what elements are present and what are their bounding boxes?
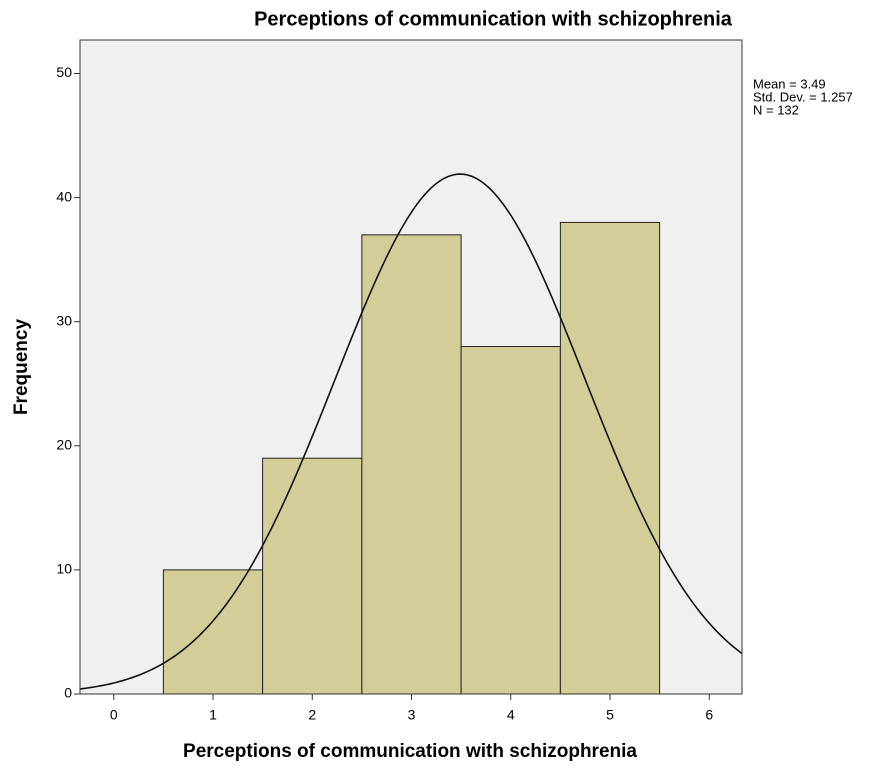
- y-tick-label: 0: [64, 685, 72, 701]
- y-tick-label: 20: [56, 437, 72, 453]
- y-tick-label: 30: [56, 312, 72, 328]
- chart-title: Perceptions of communication with schizo…: [254, 8, 733, 30]
- bar: [460, 346, 561, 695]
- y-tick-label: 40: [56, 188, 72, 204]
- bar: [559, 221, 661, 695]
- x-tick-label: 6: [705, 707, 713, 723]
- stat-label: Mean = 3.49: [753, 76, 826, 91]
- y-axis-label: Frequency: [11, 319, 32, 416]
- x-tick-label: 1: [209, 707, 217, 723]
- stat-label: Std. Dev. = 1.257: [753, 89, 853, 104]
- y-tick-label: 10: [56, 561, 72, 577]
- bar: [162, 569, 264, 695]
- stat-label: N = 132: [753, 102, 799, 117]
- bar: [361, 234, 462, 695]
- x-tick-label: 0: [110, 707, 118, 723]
- x-axis-label: Perceptions of communication with schizo…: [183, 741, 637, 762]
- x-tick-label: 2: [308, 707, 316, 723]
- x-tick-label: 3: [408, 707, 416, 723]
- x-tick-label: 4: [507, 707, 515, 723]
- normal-curve: [79, 173, 743, 690]
- x-tick-label: 5: [606, 707, 614, 723]
- y-tick-label: 50: [56, 64, 72, 80]
- bar: [262, 457, 363, 695]
